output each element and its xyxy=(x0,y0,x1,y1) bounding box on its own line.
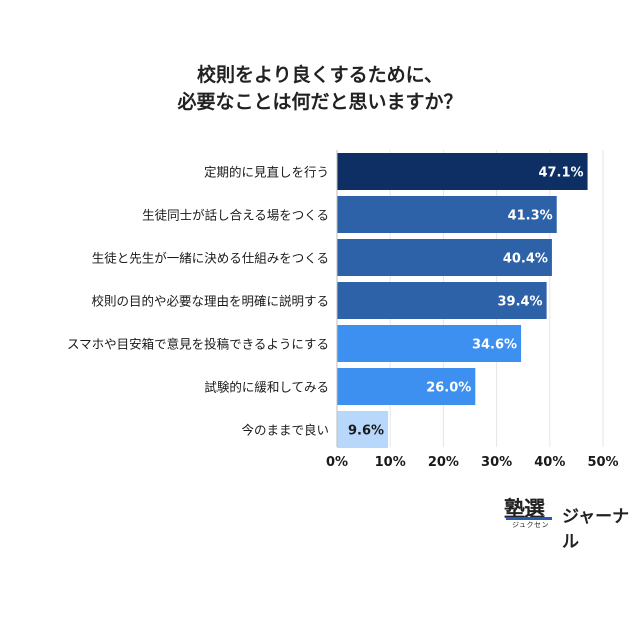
category-label-2: 生徒と先生が一緒に決める仕組みをつくる xyxy=(92,251,329,266)
bar-2 xyxy=(337,239,552,276)
x-tick-label-3: 30% xyxy=(481,455,512,470)
value-label-4: 34.6% xyxy=(472,338,517,353)
bar-3 xyxy=(337,282,547,319)
value-label-2: 40.4% xyxy=(503,252,548,267)
x-tick-label-0: 0% xyxy=(326,455,348,470)
logo-kana: ジュクセン xyxy=(512,521,550,529)
pencil-icon xyxy=(506,517,552,520)
category-label-6: 今のままで良い xyxy=(241,423,329,438)
bar-1 xyxy=(337,196,557,233)
value-label-6: 9.6% xyxy=(348,424,384,439)
juku-sen-journal-logo: 塾選 ジュクセン ジャーナル xyxy=(504,493,630,552)
x-tick-label-4: 40% xyxy=(534,455,565,470)
category-label-3: 校則の目的や必要な理由を明確に説明する xyxy=(91,294,329,309)
category-label-0: 定期的に見直しを行う xyxy=(204,165,329,180)
category-label-4: スマホや目安箱で意見を投稿できるようにする xyxy=(67,337,329,352)
x-tick-label-2: 20% xyxy=(428,455,459,470)
bar-4 xyxy=(337,325,522,362)
chart-title-line-2: 必要なことは何だと思いますか？ xyxy=(177,91,463,113)
x-tick-label-1: 10% xyxy=(375,455,406,470)
logo-journal: ジャーナル xyxy=(562,507,630,552)
value-label-5: 26.0% xyxy=(426,381,471,396)
chart-title-line-1: 校則をより良くするために、 xyxy=(196,64,444,86)
bar-0 xyxy=(337,153,588,190)
chart-title: 校則をより良くするために、 必要なことは何だと思いますか？ xyxy=(0,62,640,116)
bar-5 xyxy=(337,368,476,405)
value-label-0: 47.1% xyxy=(538,166,583,181)
category-label-5: 試験的に緩和してみる xyxy=(204,380,329,395)
category-label-1: 生徒同士が話し合える場をつくる xyxy=(142,208,329,223)
value-label-1: 41.3% xyxy=(508,209,553,224)
x-tick-label-5: 50% xyxy=(587,455,618,470)
value-label-3: 39.4% xyxy=(497,295,542,310)
bar-6 xyxy=(337,411,389,448)
